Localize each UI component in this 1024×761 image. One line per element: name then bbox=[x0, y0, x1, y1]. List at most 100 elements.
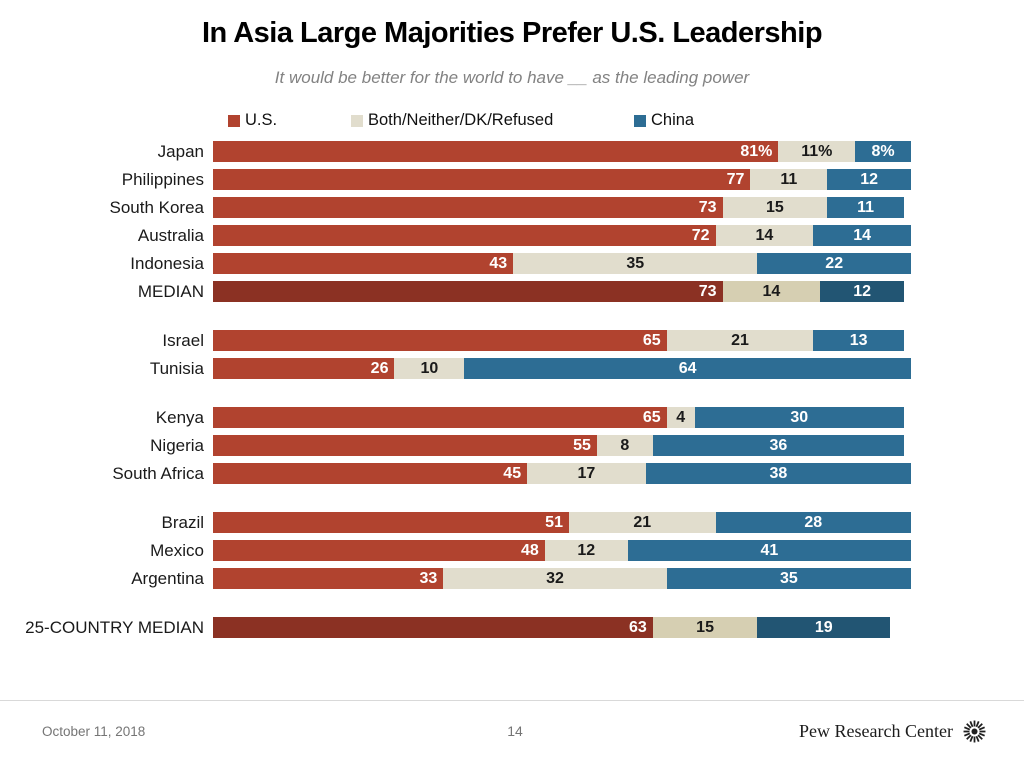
stacked-bar-chart: Japan 81% 11% 8% Philippines 77 11 12 South Kore… bbox=[0, 141, 1024, 638]
legend-swatch-both-neither-dk-refused bbox=[351, 114, 363, 127]
segment-us: 77 bbox=[213, 169, 751, 190]
country-label: Mexico bbox=[150, 540, 204, 560]
stacked-bar: 26 10 64 bbox=[213, 358, 911, 379]
page-number: 14 bbox=[507, 723, 523, 739]
segment-us: 33 bbox=[213, 568, 444, 589]
segment-china: 38 bbox=[645, 463, 911, 484]
value-label: 15 bbox=[696, 619, 714, 636]
bar-group-asia-pacific: Japan 81% 11% 8% Philippines 77 11 12 South Kore… bbox=[0, 141, 1024, 302]
legend-swatch-china bbox=[634, 114, 646, 127]
segment-us: 73 bbox=[213, 281, 723, 302]
value-label: 14 bbox=[762, 283, 781, 300]
bar-row-kenya: Kenya 65 4 30 bbox=[0, 407, 1024, 428]
value-label: 21 bbox=[633, 514, 652, 531]
country-label: South Africa bbox=[112, 463, 204, 483]
bar-row-argentina: Argentina 33 32 35 bbox=[0, 568, 1024, 589]
value-label: 73 bbox=[698, 283, 717, 300]
country-label: Israel bbox=[162, 330, 204, 350]
segment-china: 12 bbox=[827, 169, 911, 190]
segment-us: 65 bbox=[213, 330, 667, 351]
country-label: Argentina bbox=[131, 568, 204, 588]
stacked-bar: 65 21 13 bbox=[213, 330, 911, 351]
legend-item-both-neither-dk-refused: Both/Neither/DK/Refused bbox=[351, 111, 553, 130]
segment-china: 28 bbox=[715, 512, 911, 533]
chart-legend: U.S. Both/Neither/DK/Refused China bbox=[0, 111, 1024, 131]
value-label: 10 bbox=[420, 360, 439, 377]
value-label: 11 bbox=[780, 171, 798, 188]
value-label: 65 bbox=[642, 409, 661, 426]
segment-china: 41 bbox=[627, 540, 912, 561]
stacked-bar: 77 11 12 bbox=[213, 169, 911, 190]
footer-date: October 11, 2018 bbox=[42, 723, 146, 739]
country-label: Japan bbox=[157, 141, 204, 161]
bar-group-middle-east: Israel 65 21 13 Tunisia 26 10 64 bbox=[0, 330, 1024, 379]
segment-both: 15 bbox=[722, 197, 828, 218]
segment-china: 64 bbox=[464, 358, 911, 379]
segment-us: 55 bbox=[213, 435, 597, 456]
value-label: 14 bbox=[853, 227, 872, 244]
legend-item-u-s: U.S. bbox=[228, 111, 277, 130]
segment-china: 14 bbox=[813, 225, 911, 246]
stacked-bar: 51 21 28 bbox=[213, 512, 911, 533]
segment-china: 13 bbox=[813, 330, 904, 351]
legend-label: Both/Neither/DK/Refused bbox=[368, 111, 554, 129]
segment-china: 19 bbox=[757, 617, 891, 638]
stacked-bar: 65 4 30 bbox=[213, 407, 911, 428]
country-label: Philippines bbox=[121, 169, 204, 189]
footer: October 11, 2018 14 Pew Research Center bbox=[42, 714, 988, 748]
stacked-bar: 45 17 38 bbox=[213, 463, 911, 484]
bar-row-25-country-median: 25-COUNTRY MEDIAN 63 15 19 bbox=[0, 617, 1024, 638]
value-label: 4 bbox=[676, 409, 686, 426]
bar-row-israel: Israel 65 21 13 bbox=[0, 330, 1024, 351]
stacked-bar: 48 12 41 bbox=[213, 540, 912, 561]
country-label: Australia bbox=[137, 225, 204, 245]
segment-us: 48 bbox=[213, 540, 545, 561]
value-label: 8 bbox=[620, 437, 630, 454]
value-label: 19 bbox=[814, 619, 833, 636]
value-label: 73 bbox=[698, 199, 717, 216]
segment-both: 12 bbox=[544, 540, 628, 561]
value-label: 12 bbox=[860, 171, 878, 188]
value-label: 35 bbox=[626, 255, 645, 272]
bar-row-indonesia: Indonesia 43 35 22 bbox=[0, 253, 1024, 274]
segment-us: 63 bbox=[213, 617, 653, 638]
segment-china: 30 bbox=[694, 407, 904, 428]
value-label: 32 bbox=[546, 570, 564, 587]
value-label: 12 bbox=[577, 542, 596, 559]
segment-both: 4 bbox=[666, 407, 695, 428]
segment-both: 32 bbox=[443, 568, 667, 589]
value-label: 30 bbox=[790, 409, 809, 426]
segment-us: 51 bbox=[213, 512, 569, 533]
country-label: Brazil bbox=[161, 512, 204, 532]
brand-text: Pew Research Center bbox=[799, 720, 953, 741]
bar-row-australia: Australia 72 14 14 bbox=[0, 225, 1024, 246]
segment-china: 36 bbox=[652, 435, 904, 456]
segment-us: 81% bbox=[213, 141, 779, 162]
value-label: 28 bbox=[804, 514, 823, 531]
value-label: 15 bbox=[765, 199, 784, 216]
bar-row-tunisia: Tunisia 26 10 64 bbox=[0, 358, 1024, 379]
stacked-bar: 43 35 22 bbox=[213, 253, 911, 274]
value-label: 55 bbox=[573, 437, 591, 454]
segment-china: 22 bbox=[757, 253, 911, 274]
bar-row-japan: Japan 81% 11% 8% bbox=[0, 141, 1024, 162]
value-label: 45 bbox=[503, 465, 522, 482]
value-label: 43 bbox=[489, 255, 508, 272]
country-label: South Korea bbox=[109, 197, 204, 217]
value-label: 33 bbox=[419, 570, 438, 587]
segment-both: 10 bbox=[394, 358, 465, 379]
value-label: 65 bbox=[642, 332, 661, 349]
segment-both: 17 bbox=[527, 463, 646, 484]
legend-item-china: China bbox=[634, 111, 694, 130]
stacked-bar: 33 32 35 bbox=[213, 568, 911, 589]
segment-us: 26 bbox=[213, 358, 395, 379]
segment-both: 11 bbox=[750, 169, 828, 190]
chart-subtitle: It would be better for the world to have… bbox=[274, 68, 750, 87]
segment-both: 8 bbox=[596, 435, 653, 456]
page-title: In Asia Large Majorities Prefer U.S. Lea… bbox=[201, 17, 823, 49]
segment-us: 73 bbox=[213, 197, 723, 218]
country-label: Nigeria bbox=[150, 435, 204, 455]
value-label: 13 bbox=[849, 332, 868, 349]
value-label: 63 bbox=[628, 619, 647, 636]
segment-both: 35 bbox=[513, 253, 758, 274]
